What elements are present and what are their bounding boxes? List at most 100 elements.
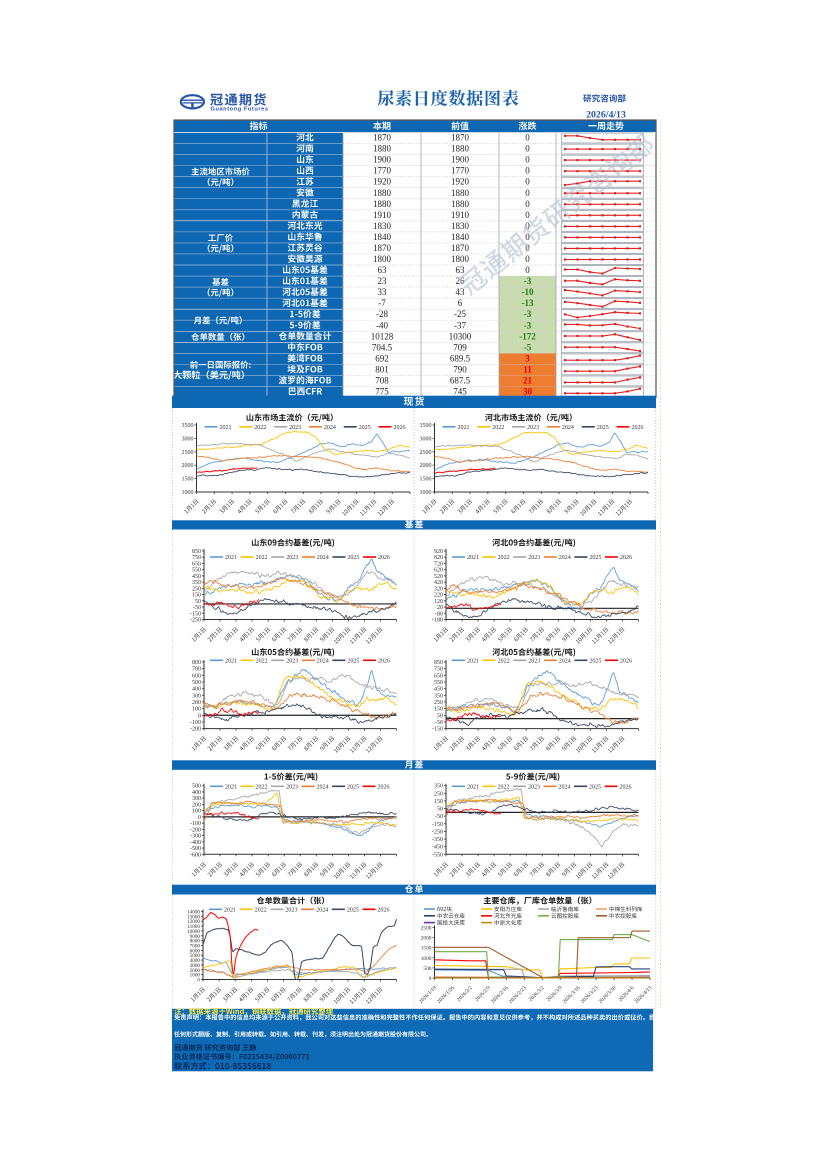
svg-text:720: 720 bbox=[434, 561, 443, 567]
svg-text:-150: -150 bbox=[432, 822, 443, 828]
svg-text:2021: 2021 bbox=[225, 658, 237, 664]
svg-text:-80: -80 bbox=[435, 611, 443, 617]
svg-text:1000: 1000 bbox=[421, 956, 432, 962]
svg-text:2021: 2021 bbox=[225, 555, 237, 561]
svg-text:3500: 3500 bbox=[182, 423, 194, 429]
svg-text:100: 100 bbox=[192, 809, 201, 815]
svg-text:0: 0 bbox=[525, 177, 530, 187]
svg-text:2025: 2025 bbox=[589, 784, 601, 790]
svg-text:2000: 2000 bbox=[420, 463, 432, 469]
svg-text:2023: 2023 bbox=[528, 658, 540, 664]
svg-text:400: 400 bbox=[192, 687, 201, 693]
svg-text:1870: 1870 bbox=[373, 133, 392, 143]
svg-text:620: 620 bbox=[434, 568, 443, 574]
svg-text:750: 750 bbox=[192, 555, 201, 561]
svg-text:-300: -300 bbox=[190, 834, 201, 840]
svg-text:350: 350 bbox=[434, 784, 443, 790]
svg-text:2000: 2000 bbox=[190, 968, 201, 974]
svg-text:-100: -100 bbox=[190, 821, 201, 827]
svg-text:2025: 2025 bbox=[359, 425, 371, 431]
svg-text:2022: 2022 bbox=[254, 425, 266, 431]
svg-text:250: 250 bbox=[192, 586, 201, 592]
svg-text:1830: 1830 bbox=[373, 221, 392, 231]
svg-text:1880: 1880 bbox=[451, 144, 470, 154]
svg-text:2023: 2023 bbox=[286, 555, 298, 561]
svg-text:0: 0 bbox=[525, 144, 530, 154]
svg-text:7000: 7000 bbox=[190, 944, 201, 950]
svg-text:745: 745 bbox=[453, 387, 467, 397]
svg-text:709: 709 bbox=[453, 342, 467, 352]
svg-text:1000: 1000 bbox=[190, 973, 201, 979]
svg-text:2500: 2500 bbox=[421, 926, 432, 932]
svg-text:2025: 2025 bbox=[597, 425, 609, 431]
svg-text:10300: 10300 bbox=[449, 331, 472, 341]
svg-text:650: 650 bbox=[192, 561, 201, 567]
svg-text:-150: -150 bbox=[190, 611, 201, 617]
svg-text:0: 0 bbox=[198, 713, 201, 719]
svg-text:250: 250 bbox=[434, 700, 443, 706]
svg-text:2024: 2024 bbox=[324, 425, 336, 431]
svg-text:2023: 2023 bbox=[286, 658, 298, 664]
svg-text:2026: 2026 bbox=[378, 784, 390, 790]
svg-text:2022: 2022 bbox=[498, 658, 510, 664]
svg-text:2025: 2025 bbox=[347, 555, 359, 561]
svg-text:2026: 2026 bbox=[620, 555, 632, 561]
svg-text:150: 150 bbox=[434, 799, 443, 805]
svg-text:2026/3/30: 2026/3/30 bbox=[598, 985, 618, 1005]
svg-text:1800: 1800 bbox=[373, 254, 392, 264]
svg-text:2022: 2022 bbox=[498, 784, 510, 790]
svg-text:704.5: 704.5 bbox=[372, 342, 393, 352]
svg-text:2025: 2025 bbox=[347, 658, 359, 664]
svg-text:420: 420 bbox=[434, 580, 443, 586]
svg-text:-400: -400 bbox=[190, 840, 201, 846]
svg-text:2026/2/2: 2026/2/2 bbox=[456, 985, 474, 1003]
svg-text:2026/1/19: 2026/1/19 bbox=[418, 985, 438, 1005]
svg-text:1910: 1910 bbox=[451, 210, 470, 220]
svg-text:4000: 4000 bbox=[190, 958, 201, 964]
svg-text:2026/3/23: 2026/3/23 bbox=[580, 985, 600, 1005]
svg-text:33: 33 bbox=[378, 287, 388, 297]
svg-text:2022: 2022 bbox=[256, 658, 268, 664]
svg-text:200: 200 bbox=[192, 802, 201, 808]
svg-text:0: 0 bbox=[525, 199, 530, 209]
svg-text:1900: 1900 bbox=[373, 155, 392, 165]
svg-text:450: 450 bbox=[192, 574, 201, 580]
svg-text:-600: -600 bbox=[190, 852, 201, 858]
svg-text:1870: 1870 bbox=[451, 243, 470, 253]
svg-text:6000: 6000 bbox=[190, 948, 201, 954]
svg-text:-28: -28 bbox=[376, 309, 388, 319]
svg-text:2021: 2021 bbox=[224, 907, 236, 913]
svg-text:3000: 3000 bbox=[182, 436, 194, 442]
svg-text:2023: 2023 bbox=[286, 784, 298, 790]
svg-text:120: 120 bbox=[434, 599, 443, 605]
svg-text:2023: 2023 bbox=[528, 784, 540, 790]
svg-text:1880: 1880 bbox=[373, 144, 392, 154]
svg-text:1000: 1000 bbox=[182, 490, 194, 496]
svg-text:-10: -10 bbox=[522, 287, 534, 297]
svg-text:1770: 1770 bbox=[451, 166, 470, 176]
svg-text:1870: 1870 bbox=[451, 133, 470, 143]
svg-text:500: 500 bbox=[192, 784, 201, 790]
svg-text:-13: -13 bbox=[522, 298, 534, 308]
svg-text:1770: 1770 bbox=[373, 166, 392, 176]
svg-text:1880: 1880 bbox=[451, 199, 470, 209]
svg-text:-37: -37 bbox=[454, 320, 466, 330]
svg-text:-180: -180 bbox=[432, 618, 443, 624]
svg-text:750: 750 bbox=[434, 667, 443, 673]
svg-text:1900: 1900 bbox=[451, 155, 470, 165]
svg-text:63: 63 bbox=[456, 265, 466, 275]
svg-text:920: 920 bbox=[434, 549, 443, 555]
svg-text:1500: 1500 bbox=[421, 946, 432, 952]
svg-text:1840: 1840 bbox=[373, 232, 392, 242]
svg-text:2023: 2023 bbox=[289, 425, 301, 431]
svg-text:8000: 8000 bbox=[190, 939, 201, 945]
svg-text:300: 300 bbox=[192, 693, 201, 699]
svg-text:0: 0 bbox=[525, 210, 530, 220]
svg-text:790: 790 bbox=[453, 364, 467, 374]
svg-text:2026: 2026 bbox=[378, 658, 390, 664]
svg-text:50: 50 bbox=[437, 807, 443, 813]
svg-text:2026/4/13: 2026/4/13 bbox=[586, 110, 626, 121]
svg-text:200: 200 bbox=[192, 700, 201, 706]
svg-text:600: 600 bbox=[192, 673, 201, 679]
svg-text:2026/3/16: 2026/3/16 bbox=[562, 985, 582, 1005]
